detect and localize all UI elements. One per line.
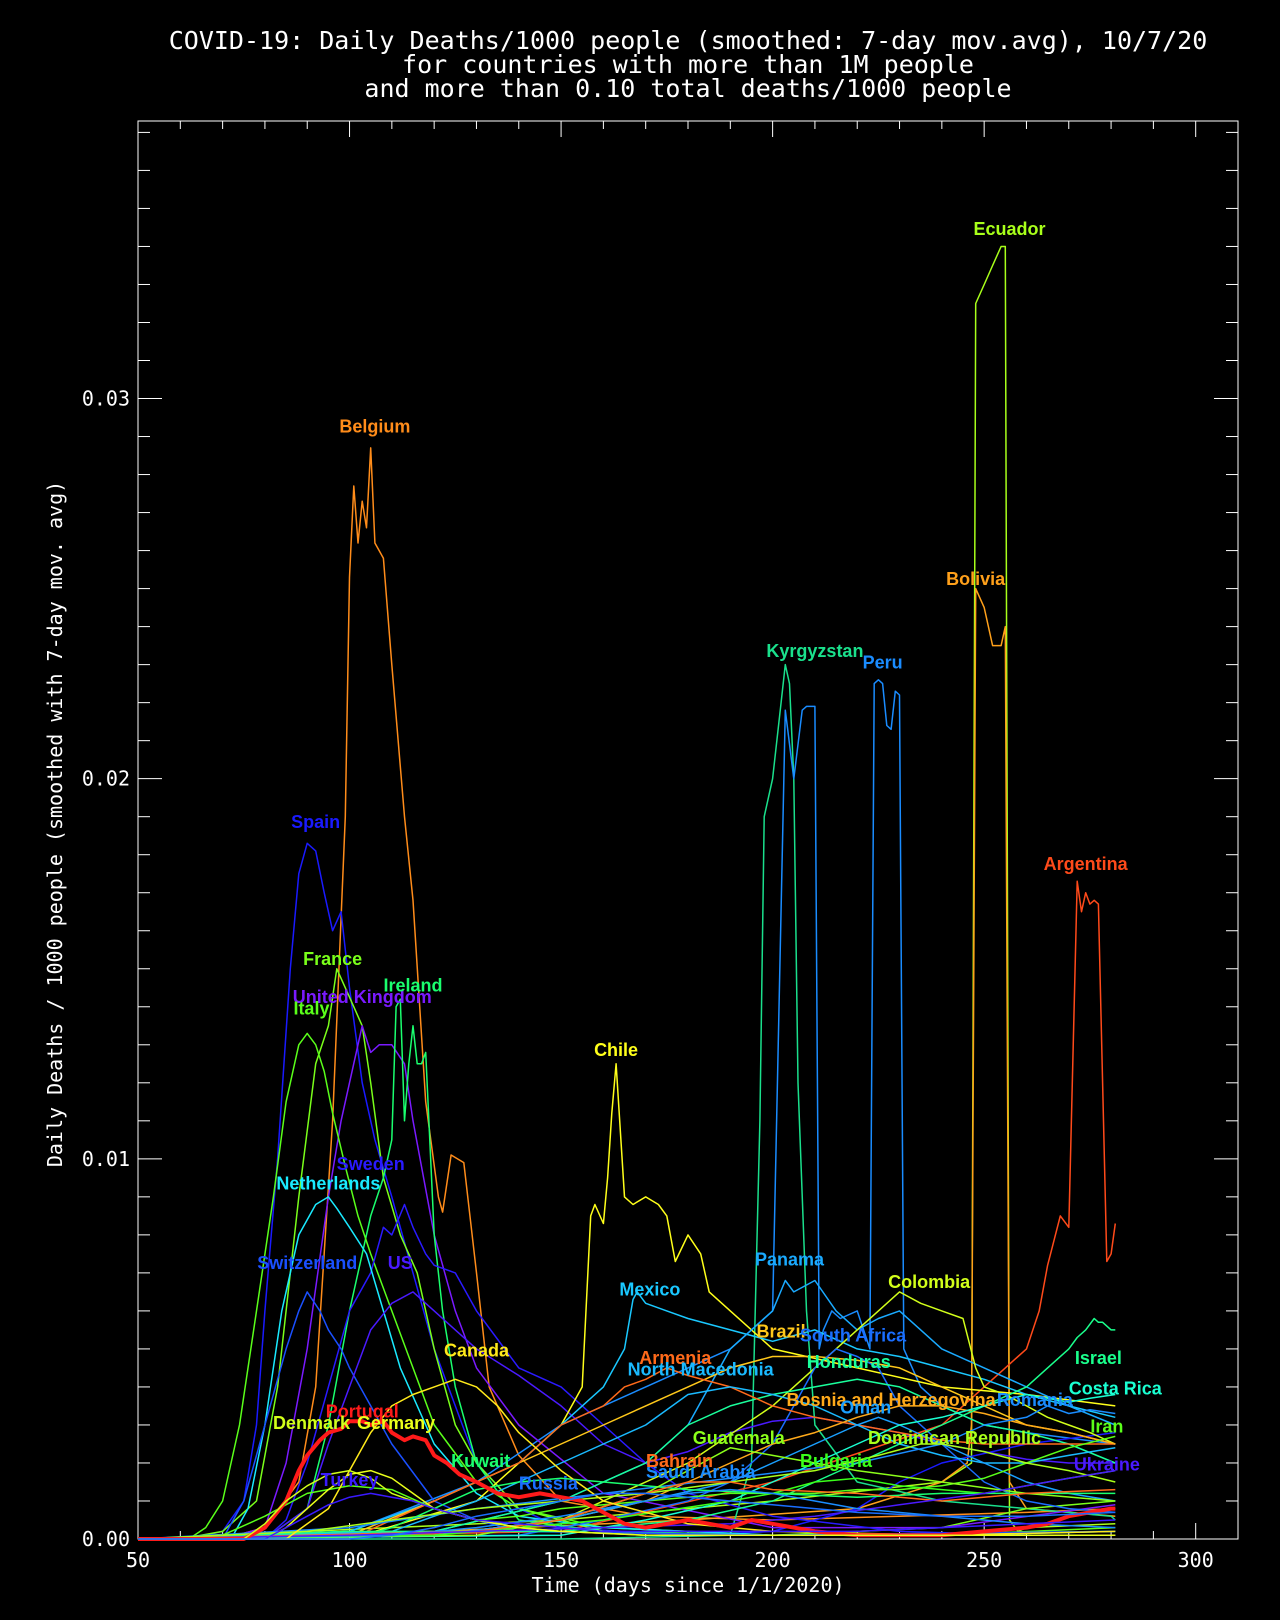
series-line-sweden xyxy=(138,1203,1116,1540)
series-label-romania: Romania xyxy=(997,1390,1074,1410)
series-label-peru: Peru xyxy=(863,652,903,672)
series-label-iran: Iran xyxy=(1090,1417,1123,1437)
series-line-united-kingdom xyxy=(138,1025,1116,1540)
series-line-north-macedonia xyxy=(137,1386,1116,1540)
series-label-ecuador: Ecuador xyxy=(974,219,1046,239)
axes: 50 100 150 200 250 300 0.00 0.01 0.02 0.03 xyxy=(82,120,1239,1572)
series-line-ukraine xyxy=(137,1469,1116,1540)
series-line-bolivia xyxy=(137,587,1116,1540)
y-tick-label: 0.00 xyxy=(82,1527,130,1551)
series-line-armenia xyxy=(138,1367,1116,1540)
x-axis-label: Time (days since 1/1/2020) xyxy=(531,1573,844,1597)
series-line-kyrgyzstan xyxy=(138,663,1116,1540)
series-label-united-kingdom: United Kingdom xyxy=(293,987,432,1007)
series-label-south-africa: South Africa xyxy=(800,1325,907,1345)
series-label-bosnia-and-herzegovina: Bosnia and Herzegovina xyxy=(787,1390,997,1410)
series-label-sweden: Sweden xyxy=(337,1154,405,1174)
series-line-costa-rica xyxy=(137,1393,1116,1540)
series-label-italy: Italy xyxy=(293,998,329,1018)
series-label-netherlands: Netherlands xyxy=(276,1173,380,1193)
series-label-russia: Russia xyxy=(519,1474,579,1494)
series-label-turkey: Turkey xyxy=(321,1470,379,1490)
series-label-canada: Canada xyxy=(444,1341,510,1361)
x-tick-label: 300 xyxy=(1178,1548,1214,1572)
x-tick-label: 50 xyxy=(126,1548,150,1572)
x-tick-label: 250 xyxy=(966,1548,1002,1572)
series-label-ukraine: Ukraine xyxy=(1074,1455,1140,1475)
y-axis-label: Daily Deaths / 1000 people (smoothed wit… xyxy=(43,481,67,1167)
series-label-belgium: Belgium xyxy=(339,417,410,437)
series-label-ireland: Ireland xyxy=(383,976,442,996)
series-label-bolivia: Bolivia xyxy=(946,569,1006,589)
series-label-israel: Israel xyxy=(1075,1348,1122,1368)
series-line-honduras xyxy=(137,1378,1116,1540)
series-label-dominican-republic: Dominican Republic xyxy=(868,1428,1041,1448)
series-line-bahrain xyxy=(137,1481,1116,1540)
series-line-dominican-republic xyxy=(137,1443,1116,1540)
series-label-portugal: Portugal xyxy=(326,1401,399,1421)
series-line-ecuador xyxy=(137,245,1116,1540)
y-tick-label: 0.02 xyxy=(82,767,130,791)
series-line-argentina xyxy=(137,880,1117,1540)
series-label-panama: Panama xyxy=(755,1249,825,1269)
series-label-us: US xyxy=(388,1253,413,1273)
series-line-belgium xyxy=(138,447,1116,1540)
series-label-denmark: Denmark xyxy=(273,1413,351,1433)
series-label-costa-rica: Costa Rica xyxy=(1069,1379,1163,1399)
series-label-kyrgyzstan: Kyrgyzstan xyxy=(766,641,863,661)
series-label-bahrain: Bahrain xyxy=(646,1451,713,1471)
series-label-honduras: Honduras xyxy=(807,1352,891,1372)
series-label-mexico: Mexico xyxy=(619,1280,680,1300)
series-line-ireland xyxy=(138,998,1116,1540)
y-tick-label: 0.01 xyxy=(82,1147,130,1171)
series-label-north-macedonia: North Macedonia xyxy=(628,1360,775,1380)
series-label-argentina: Argentina xyxy=(1044,854,1129,874)
chart-title-line-1: COVID-19: Daily Deaths/1000 people (smoo… xyxy=(169,26,1208,55)
series-lines xyxy=(137,245,1117,1541)
series-line-oman xyxy=(137,1416,1116,1540)
y-tick-label: 0.03 xyxy=(82,387,130,411)
series-label-brazil: Brazil xyxy=(757,1322,806,1342)
series-line-germany xyxy=(138,1469,1116,1540)
x-tick-label: 100 xyxy=(331,1548,367,1572)
series-label-spain: Spain xyxy=(291,812,340,832)
series-label-colombia: Colombia xyxy=(888,1272,971,1292)
series-line-kuwait xyxy=(138,1477,1116,1540)
chart-title-line-2: for countries with more than 1M people xyxy=(402,50,974,79)
series-line-us xyxy=(138,1291,1116,1540)
series-label-guatemala: Guatemala xyxy=(693,1428,786,1448)
series-label-kuwait: Kuwait xyxy=(451,1451,510,1471)
series-line-russia xyxy=(138,1492,1116,1540)
series-line-netherlands xyxy=(138,1196,1116,1540)
series-label-chile: Chile xyxy=(594,1040,638,1060)
series-label-bulgaria: Bulgaria xyxy=(800,1451,873,1471)
series-label-armenia: Armenia xyxy=(639,1348,712,1368)
series-line-south-africa xyxy=(137,1348,1116,1540)
series-label-france: France xyxy=(303,949,362,969)
series-label-germany: Germany xyxy=(357,1413,435,1433)
x-tick-label: 150 xyxy=(543,1548,579,1572)
series-label-oman: Oman xyxy=(840,1398,891,1418)
series-line-chile xyxy=(138,1063,1116,1540)
series-line-turkey xyxy=(138,1492,1116,1540)
series-label-switzerland: Switzerland xyxy=(257,1253,357,1273)
chart-title-line-3: and more than 0.10 total deaths/1000 peo… xyxy=(364,74,1011,103)
series-line-colombia xyxy=(137,1291,1116,1540)
x-tick-label: 200 xyxy=(755,1548,791,1572)
series-label-saudi-arabia: Saudi Arabia xyxy=(646,1462,756,1482)
